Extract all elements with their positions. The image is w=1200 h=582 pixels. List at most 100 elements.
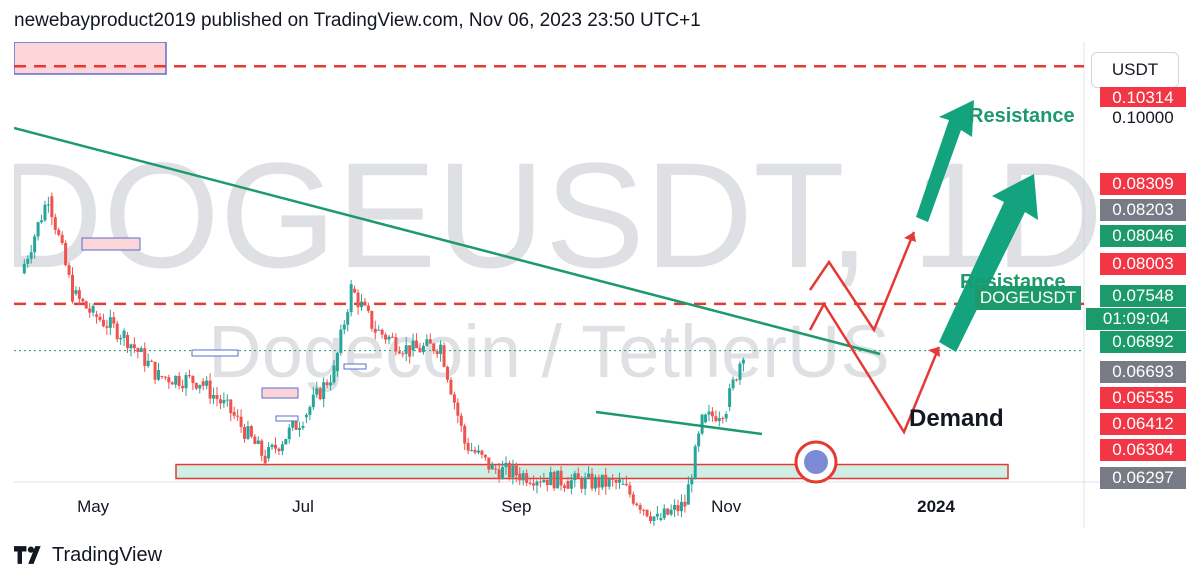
candle-body: [569, 480, 573, 489]
candle-body: [607, 478, 611, 487]
candle-body: [70, 274, 74, 302]
candle-body: [421, 345, 425, 353]
candle-body: [205, 380, 209, 386]
candle-body: [136, 348, 140, 353]
candle-body: [101, 319, 105, 327]
candle-body: [363, 301, 367, 306]
candle-body: [243, 427, 247, 439]
candle-body: [33, 236, 37, 253]
tradingview-footer[interactable]: TradingView: [14, 541, 162, 569]
candle-body: [232, 412, 236, 416]
candle-body: [273, 444, 277, 449]
candle-body: [525, 473, 529, 483]
candle-body: [476, 450, 480, 453]
candle-body: [212, 394, 216, 399]
candle-body: [470, 450, 474, 452]
candle-body: [679, 501, 683, 512]
candle-body: [36, 222, 40, 237]
candle-body: [428, 339, 432, 344]
candle-body: [246, 426, 250, 439]
candle-body: [187, 375, 191, 377]
candle-body: [201, 381, 205, 386]
candle-body: [394, 337, 398, 352]
x-tick-label: Sep: [501, 497, 531, 516]
candle-body: [370, 310, 374, 329]
candle-body: [542, 479, 546, 483]
candle-body: [418, 347, 422, 353]
candle-body: [580, 478, 584, 489]
candle-body: [549, 472, 553, 486]
candle-body: [724, 413, 728, 419]
candle-body: [697, 433, 701, 447]
candle-body: [301, 425, 305, 428]
marker-box: [343, 363, 367, 370]
candle-body: [387, 336, 391, 340]
candle-body: [181, 385, 185, 389]
candle-body: [74, 290, 78, 294]
candle-body: [249, 426, 253, 437]
candle-body: [291, 421, 295, 428]
candle-body: [146, 360, 150, 367]
candle-body: [57, 229, 61, 235]
publish-header: newebayproduct2019 published on TradingV…: [14, 10, 701, 31]
candle-body: [260, 440, 264, 456]
price-badge: 0.06892: [1100, 331, 1186, 353]
candle-body: [662, 508, 666, 519]
candle-body: [267, 447, 271, 459]
candle-body: [583, 477, 587, 489]
candle-body: [532, 483, 536, 486]
chart-frame[interactable]: DOGEUSDT, 1D Dogecoin / TetherUS Resistanc…: [14, 42, 1186, 528]
tradingview-logo-icon: [14, 546, 41, 564]
candle-body: [690, 479, 694, 485]
projection-arrowhead: [928, 347, 940, 357]
candle-body: [119, 337, 123, 340]
price-badge: 0.08203: [1100, 199, 1186, 221]
candle-body: [184, 375, 188, 389]
candle-body: [545, 479, 549, 486]
candle-body: [452, 394, 456, 403]
candle-body: [693, 446, 697, 480]
projection-path-upper: [808, 231, 916, 333]
candle-body: [112, 317, 116, 324]
candle-body: [77, 290, 81, 299]
candle-body: [356, 292, 360, 308]
candle-body: [573, 473, 577, 481]
projection-arrowhead: [904, 232, 916, 242]
candle-body: [408, 345, 412, 357]
candle-body: [98, 316, 102, 320]
candle-body: [538, 481, 542, 483]
candle-body: [284, 439, 288, 445]
candle-body: [359, 301, 363, 308]
candle-body: [191, 375, 195, 383]
candle-body: [652, 516, 656, 521]
candle-body: [105, 326, 109, 328]
candle-body: [225, 399, 229, 401]
candle-body: [528, 482, 532, 484]
candle-body: [439, 344, 443, 355]
candle-body: [95, 314, 99, 317]
name-watermark: Dogecoin / TetherUS: [208, 310, 889, 393]
candle-body: [511, 465, 515, 478]
bullish-arrow-lower: [939, 174, 1038, 352]
x-tick-label: 2024: [917, 497, 955, 516]
candle-body: [294, 421, 298, 430]
marker-box: [191, 349, 239, 357]
candle-body: [366, 305, 370, 311]
candle-body: [298, 427, 302, 430]
candle-body: [239, 416, 243, 428]
price-badge: 0.08003: [1100, 253, 1186, 275]
demand-label: Demand: [909, 405, 1004, 432]
candle-body: [236, 415, 240, 417]
candle-body: [277, 448, 281, 452]
candle-body: [587, 473, 591, 478]
marker-box: [275, 415, 299, 422]
candle-body: [143, 348, 147, 367]
quote-currency-selector[interactable]: USDT: [1091, 52, 1179, 88]
resistance-label-top: Resistance: [969, 105, 1075, 127]
candle-body: [621, 483, 625, 485]
candle-body: [215, 394, 219, 400]
candle-body: [167, 377, 171, 383]
candle-body: [666, 508, 670, 515]
price-badge: 0.06412: [1100, 413, 1186, 435]
